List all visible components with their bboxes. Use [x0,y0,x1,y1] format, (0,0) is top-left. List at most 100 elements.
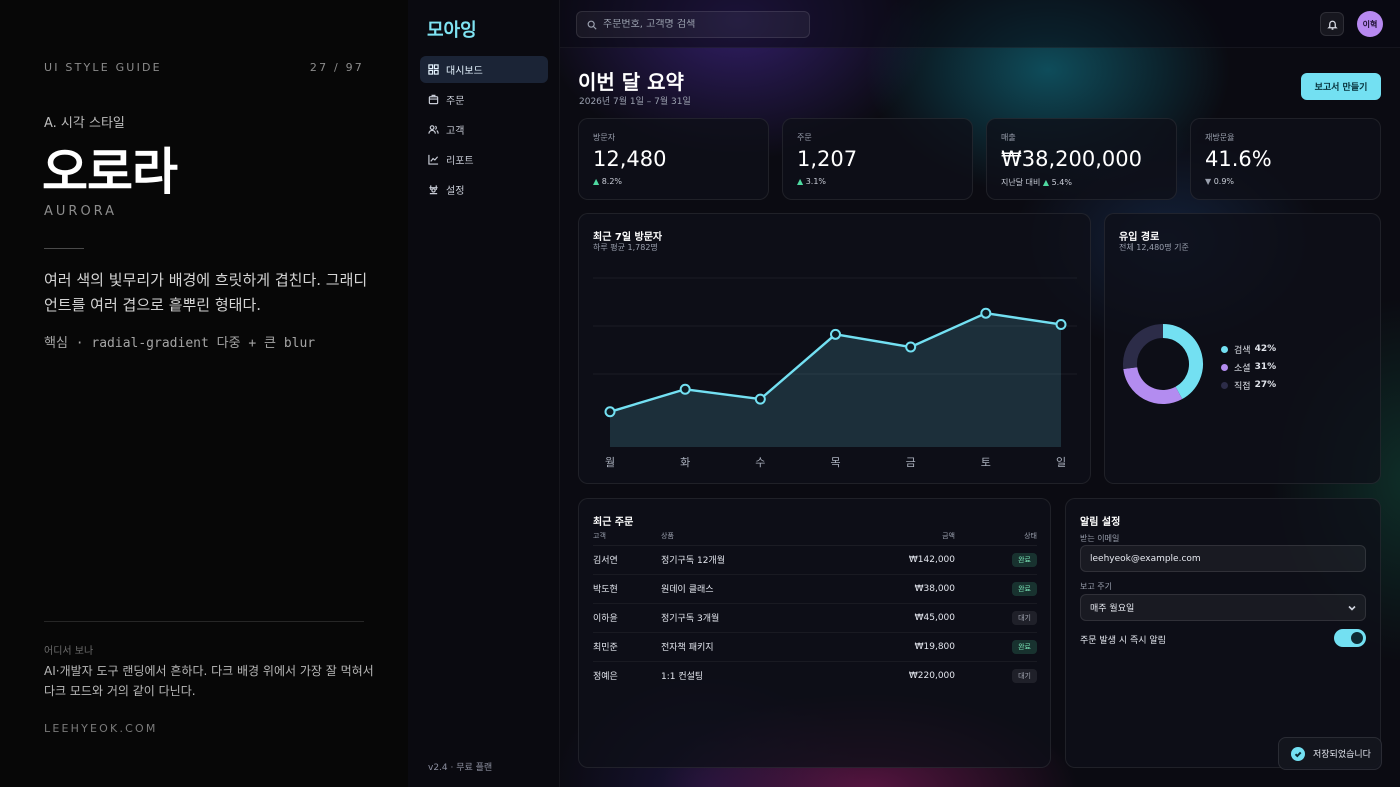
donut-slice[interactable] [1123,324,1164,370]
search-input[interactable] [603,19,793,30]
kpi-delta: ▼ 0.9% [1205,177,1234,186]
cell-product: 원데이 클래스 [661,574,841,604]
settings-icon [429,185,438,195]
toast-message: 저장되었습니다 [1313,750,1371,760]
dashboard-app: 모아잉 대시보드 주문 고객 리포트 설정 v2.4 · 무료 [408,0,1400,787]
instant-alert-label: 주문 발생 시 즉시 알림 [1080,636,1166,646]
kpi-label: 매출 [1001,133,1016,142]
data-point[interactable] [679,383,691,395]
data-point[interactable] [604,406,616,418]
kpi-value: 1,207 [797,147,858,171]
kpi-label: 방문자 [593,133,616,142]
guide-section: A. 시각 스타일 [44,116,125,131]
saved-toast: 저장되었습니다 [1278,737,1382,770]
cell-customer: 김서연 [593,545,661,575]
kpi-label: 주문 [797,133,812,142]
guide-description: 여러 색의 빛무리가 배경에 흐릿하게 겹친다. 그래디언트를 여러 겹으로 흩… [44,271,368,314]
area-fill [610,313,1061,447]
legend-label: 직접 [1234,381,1251,392]
cell-amount: ₩19,800 [841,632,955,662]
version-label: v2.4 · 무료 플랜 [428,763,493,773]
data-point[interactable] [905,341,917,353]
guide-title: 오로라 [42,143,178,201]
donut-slice[interactable] [1162,324,1203,400]
guide-subtitle: AURORA [44,204,118,219]
legend-item: 검색 42% [1221,340,1276,358]
table-row[interactable]: 김서연 정기구독 12개월 ₩142,000 완료 [593,545,1037,575]
chart-subtitle: 전체 12,480명 기준 [1119,243,1189,252]
legend-value: 31% [1254,362,1277,372]
legend-label: 검색 [1234,345,1251,356]
legend-item: 소셜 31% [1221,358,1276,376]
kpi-delta: ▲ 3.1% [797,177,826,186]
create-report-button[interactable]: 보고서 만들기 [1301,73,1381,100]
col-product: 상품 [661,531,841,546]
kpi-value: 12,480 [593,147,667,171]
data-point[interactable] [754,393,766,405]
guide-page-counter: 27 / 97 [309,61,364,74]
trend-up-icon: ▲ [1042,178,1050,187]
chart-icon [428,154,439,165]
guide-header: UI STYLE GUIDE 27 / 97 [44,61,364,74]
orders-table: 고객 상품 금액 상태 김서연 정기구독 12개월 ₩142,000 완료 박도… [593,531,1037,690]
instant-alert-toggle[interactable] [1334,629,1366,647]
sidebar-item-orders[interactable]: 주문 [420,86,548,113]
cell-status: 대기 [955,661,1037,690]
sidebar-item-dashboard[interactable]: 대시보드 [420,56,548,83]
avatar[interactable]: 이혁 [1357,11,1383,37]
kpi-value: ₩38,200,000 [1001,147,1143,171]
sidebar-item-settings[interactable]: 설정 [420,176,548,203]
cell-customer: 박도현 [593,574,661,604]
x-tick-label: 화 [680,456,690,469]
cell-status: 대기 [955,603,1037,633]
cell-product: 정기구독 3개월 [661,603,841,633]
cell-product: 정기구독 12개월 [661,545,841,575]
chart-title: 유입 경로 [1119,232,1160,243]
cell-customer: 최민준 [593,632,661,662]
col-status: 상태 [955,531,1037,546]
email-field[interactable]: leehyeok@example.com [1080,545,1366,572]
brand-logo[interactable]: 모아잉 [427,20,477,41]
sidebar: 모아잉 대시보드 주문 고객 리포트 설정 v2.4 · 무료 [408,0,560,787]
legend-value: 27% [1254,380,1277,390]
guide-site-link[interactable]: LEEHYEOK.COM [44,722,158,735]
data-point[interactable] [1055,318,1067,330]
traffic-chart-card: 유입 경로 전체 12,480명 기준 검색 42% 소셜 31% 직접 27% [1104,213,1381,484]
legend-swatch [1221,345,1228,353]
report-cycle-select[interactable]: 매주 월요일 [1080,594,1366,621]
table-row[interactable]: 박도현 원데이 클래스 ₩38,000 완료 [593,574,1037,604]
table-row[interactable]: 최민준 전자책 패키지 ₩19,800 완료 [593,632,1037,662]
sidebar-item-customers[interactable]: 고객 [420,116,548,143]
kpi-value: 41.6% [1205,147,1272,171]
toggle-knob [1351,632,1363,644]
chevron-down-icon [1348,605,1356,611]
guide-footer-divider [44,621,364,622]
grid-icon [428,64,439,75]
data-point[interactable] [980,307,992,319]
x-tick-label: 일 [1056,455,1066,469]
notifications-button[interactable] [1320,12,1344,36]
table-row[interactable]: 정예은 1:1 컨설팅 ₩220,000 대기 [593,661,1037,690]
table-row[interactable]: 이하윤 정기구독 3개월 ₩45,000 대기 [593,603,1037,633]
check-icon [1291,746,1305,761]
cell-amount: ₩220,000 [908,670,955,681]
traffic-donut-chart [1123,324,1203,404]
bell-icon [1326,20,1338,30]
users-icon [428,125,439,134]
trend-down-icon: ▼ [1205,177,1212,186]
cell-product: 전자책 패키지 [661,632,841,662]
chart-subtitle: 하루 평균 1,782명 [593,243,658,252]
style-guide-panel: UI STYLE GUIDE 27 / 97 A. 시각 스타일 오로라 AUR… [0,0,408,787]
cell-status: 완료 [955,545,1037,575]
cell-amount: ₩45,000 [841,603,955,633]
donut-slice[interactable] [1123,366,1183,404]
search-box[interactable] [576,11,810,38]
page-title: 이번 달 요약 [578,70,684,94]
cycle-value: 매주 월요일 [1090,604,1135,614]
email-label: 받는 이메일 [1080,534,1120,543]
data-point[interactable] [830,328,841,340]
sidebar-item-reports[interactable]: 리포트 [420,146,548,173]
sidebar-nav: 대시보드 주문 고객 리포트 설정 [420,56,548,206]
sidebar-item-label: 리포트 [446,156,474,167]
